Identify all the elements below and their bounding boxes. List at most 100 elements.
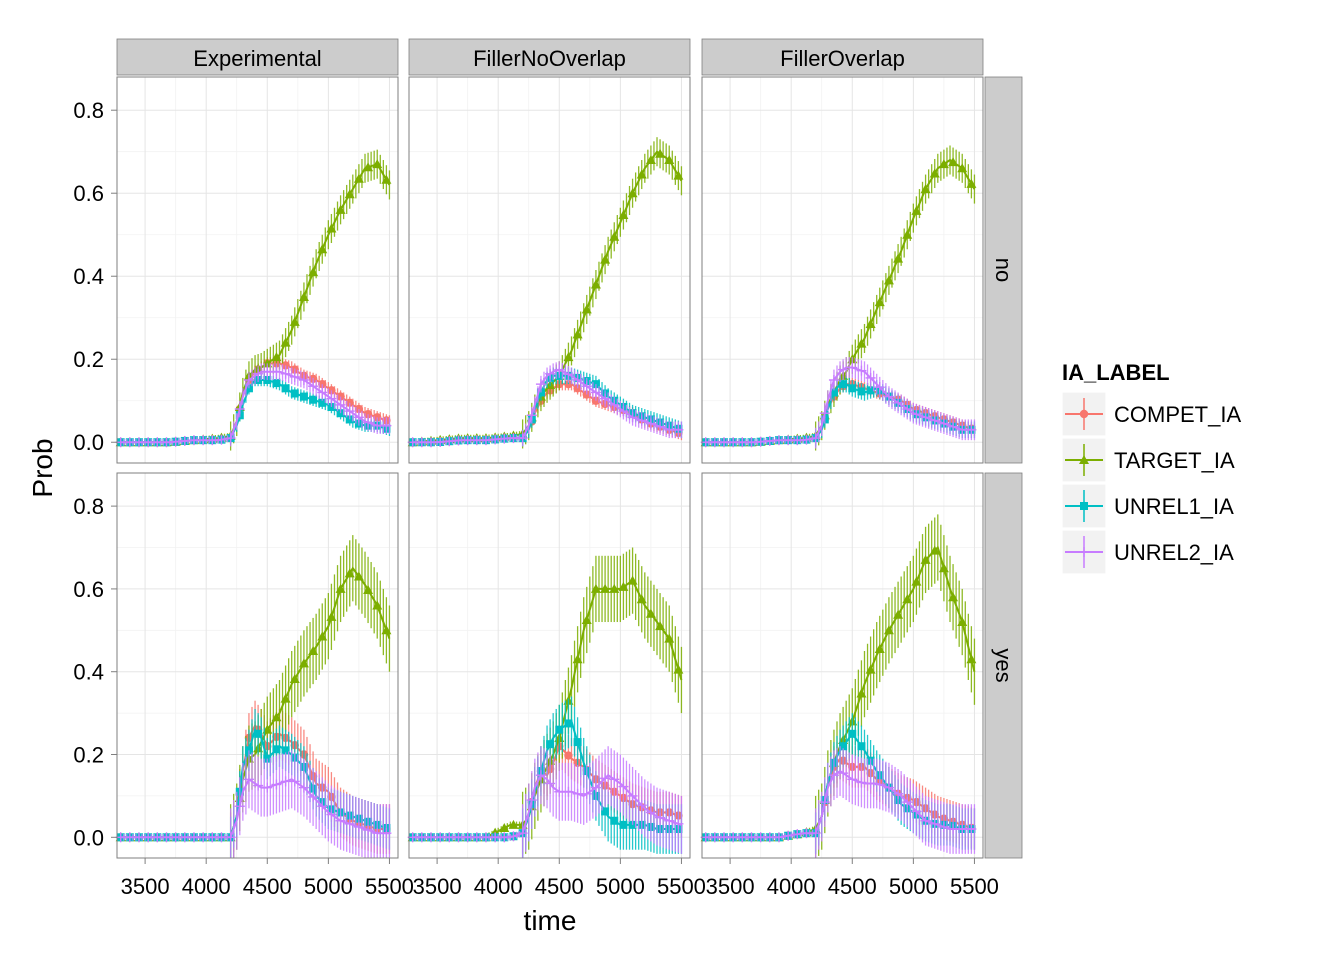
data-point <box>636 415 647 426</box>
x-tick-label: 5500 <box>657 874 706 899</box>
y-tick-label: 0.8 <box>73 494 104 519</box>
data-point <box>363 825 374 836</box>
data-point <box>920 184 931 194</box>
data-point <box>618 210 629 220</box>
data-point <box>198 435 209 446</box>
data-point <box>234 801 245 812</box>
data-point <box>601 807 610 816</box>
data-point <box>764 832 775 843</box>
data-point <box>966 824 977 835</box>
data-point <box>207 832 218 843</box>
data-point <box>545 778 556 789</box>
data-point <box>308 267 319 277</box>
y-axis-title: Prob <box>27 438 58 497</box>
data-point <box>363 162 374 172</box>
data-point <box>929 818 940 829</box>
data-point <box>526 410 537 421</box>
data-point <box>673 664 684 674</box>
data-point <box>847 362 858 373</box>
data-point <box>262 366 273 377</box>
data-point <box>737 437 748 448</box>
data-point <box>764 435 775 446</box>
data-point <box>335 399 346 410</box>
data-point <box>309 395 318 404</box>
data-point <box>308 646 319 656</box>
x-tick-label: 5000 <box>304 874 353 899</box>
data-point <box>490 434 501 445</box>
data-point <box>344 568 355 578</box>
x-tick-label: 4500 <box>828 874 877 899</box>
data-point <box>755 832 766 843</box>
series-unrel2_ia <box>407 746 684 858</box>
data-point <box>645 608 656 618</box>
series-unrel2_ia <box>407 361 684 448</box>
x-tick-label: 5500 <box>365 874 414 899</box>
data-point <box>609 399 620 410</box>
data-point <box>902 797 913 808</box>
data-point <box>517 828 528 839</box>
legend-key-marker <box>1079 455 1089 464</box>
data-point <box>216 434 227 445</box>
legend-key-marker <box>1080 502 1088 510</box>
data-point <box>299 392 308 401</box>
data-point <box>581 788 592 799</box>
legend-label: TARGET_IA <box>1114 448 1235 473</box>
data-point <box>627 188 638 198</box>
facet-label-no: no <box>991 258 1016 282</box>
data-point <box>655 148 666 158</box>
data-point <box>839 380 848 389</box>
data-point <box>381 174 392 184</box>
data-point <box>326 809 337 820</box>
data-point <box>262 782 273 793</box>
data-point <box>609 774 620 785</box>
data-point <box>848 384 857 393</box>
data-point <box>838 364 849 375</box>
data-point <box>902 594 913 604</box>
data-point <box>535 379 546 390</box>
data-point <box>546 740 555 749</box>
panel-filleroverlap-no <box>700 76 984 464</box>
data-point <box>508 831 519 842</box>
data-point <box>143 437 154 448</box>
data-point <box>600 583 611 593</box>
series-unrel2_ia <box>700 746 977 858</box>
data-point <box>966 654 977 664</box>
data-point <box>271 779 282 790</box>
facet-strip-filleroverlap <box>701 38 984 76</box>
data-point <box>883 391 894 402</box>
data-point <box>363 417 374 428</box>
data-point <box>372 828 383 839</box>
data-point <box>344 818 355 829</box>
facet-label-yes: yes <box>991 648 1016 682</box>
data-point <box>326 393 337 404</box>
data-point <box>655 621 666 631</box>
facet-strip-experimental <box>116 38 399 76</box>
data-point <box>865 664 876 674</box>
panel-background <box>702 77 983 463</box>
data-point <box>179 435 190 446</box>
data-point <box>618 581 629 591</box>
panel-fillernooverlap-no <box>407 76 691 464</box>
data-point <box>280 368 291 379</box>
data-point <box>535 770 546 781</box>
data-point <box>938 563 949 573</box>
panel-experimental-no <box>115 76 399 464</box>
series-unrel2_ia <box>700 357 977 449</box>
data-point <box>363 410 373 419</box>
data-point <box>874 297 885 307</box>
data-point <box>948 592 959 602</box>
data-point <box>281 361 290 370</box>
legend-label: COMPET_IA <box>1114 402 1241 427</box>
data-point <box>590 782 601 793</box>
data-point <box>188 832 199 843</box>
data-point <box>728 832 739 843</box>
data-point <box>317 244 328 254</box>
x-tick-label: 4500 <box>243 874 292 899</box>
facet-strip-fillernooverlap <box>408 38 691 76</box>
data-point <box>938 418 949 429</box>
data-point <box>381 625 392 635</box>
data-point <box>865 318 876 328</box>
data-point <box>545 368 556 379</box>
data-point <box>893 609 904 619</box>
